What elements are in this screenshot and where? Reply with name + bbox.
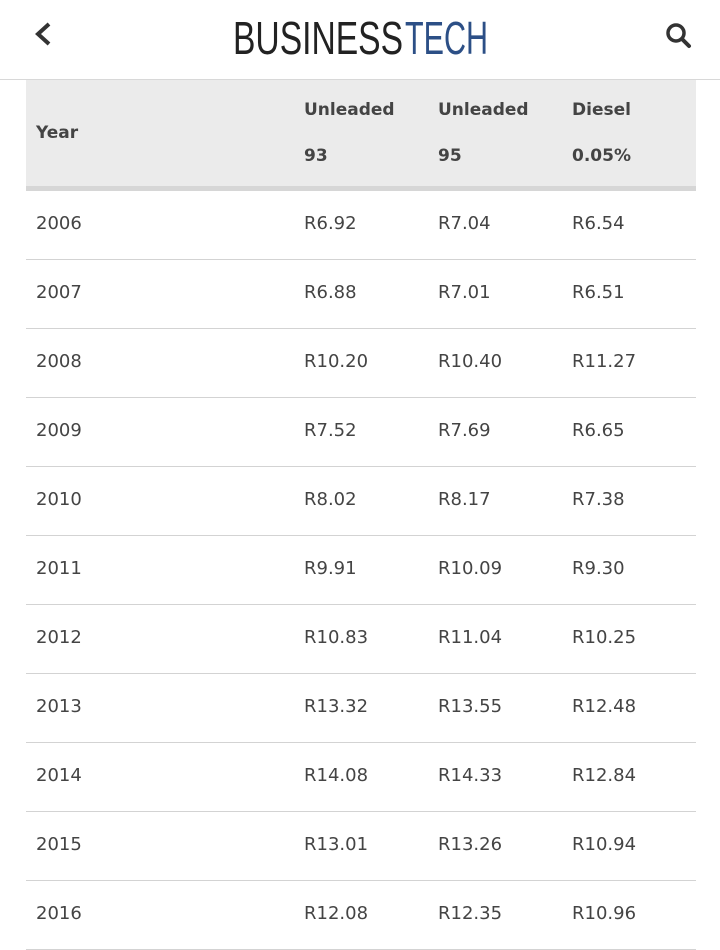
price-cell: R14.33: [438, 765, 503, 786]
table-row: 2013 R13.32 R13.55 R12.48: [26, 674, 696, 743]
table-row: 2015 R13.01 R13.26 R10.94: [26, 812, 696, 881]
top-bar-graphics: BUSINESS TECH: [35, 12, 691, 64]
column-header-line: Year: [36, 123, 79, 143]
year-cell: 2009: [36, 420, 82, 441]
price-cell: R10.40: [438, 351, 503, 372]
price-cell: R8.17: [438, 489, 491, 510]
column-header: Unleaded 93: [304, 87, 395, 179]
year-cell: 2010: [36, 489, 82, 510]
column-header-line: 95: [438, 146, 462, 166]
year-cell: 2011: [36, 558, 82, 579]
price-cell: R12.08: [304, 903, 369, 924]
price-cell: R9.30: [572, 558, 625, 579]
table-row: 2009 R7.52 R7.69 R6.65: [26, 398, 696, 467]
price-cell: R13.26: [438, 834, 503, 855]
column-header: Unleaded 95: [438, 87, 529, 179]
year-cell: 2008: [36, 351, 82, 372]
column-header-line: 0.05%: [572, 146, 631, 166]
price-cell: R13.55: [438, 696, 503, 717]
price-cell: R7.01: [438, 282, 491, 303]
column-header: Year: [36, 110, 78, 156]
price-cell: R10.09: [438, 558, 503, 579]
table-row: 2014 R14.08 R14.33 R12.84: [26, 743, 696, 812]
logo-tech[interactable]: TECH: [405, 12, 488, 64]
table-row: 2012 R10.83 R11.04 R10.25: [26, 605, 696, 674]
price-cell: R10.25: [572, 627, 637, 648]
price-cell: R6.51: [572, 282, 625, 303]
column-header-line: Unleaded: [438, 100, 529, 120]
price-cell: R11.27: [572, 351, 637, 372]
price-cell: R7.04: [438, 213, 491, 234]
top-bar: BUSINESS TECH: [0, 0, 720, 80]
table-row: 2008 R10.20 R10.40 R11.27: [26, 329, 696, 398]
year-cell: 2014: [36, 765, 82, 786]
price-cell: R6.65: [572, 420, 625, 441]
price-cell: R7.38: [572, 489, 625, 510]
price-cell: R12.48: [572, 696, 637, 717]
price-cell: R13.32: [304, 696, 369, 717]
column-header-line: Diesel: [572, 100, 631, 120]
year-cell: 2016: [36, 903, 82, 924]
logo-business[interactable]: BUSINESS: [233, 12, 403, 64]
price-cell: R6.88: [304, 282, 357, 303]
price-cell: R7.52: [304, 420, 357, 441]
year-cell: 2013: [36, 696, 82, 717]
year-cell: 2015: [36, 834, 82, 855]
search-button[interactable]: [666, 23, 691, 48]
year-cell: 2007: [36, 282, 82, 303]
column-header-line: Unleaded: [304, 100, 395, 120]
table-row: 2006 R6.92 R7.04 R6.54: [26, 191, 696, 260]
year-cell: 2012: [36, 627, 82, 648]
price-cell: R8.02: [304, 489, 357, 510]
table-row: 2016 R12.08 R12.35 R10.96: [26, 881, 696, 950]
table-row: 2007 R6.88 R7.01 R6.51: [26, 260, 696, 329]
table-row: 2010 R8.02 R8.17 R7.38: [26, 467, 696, 536]
year-cell: 2006: [36, 213, 82, 234]
column-header-line: 93: [304, 146, 328, 166]
price-cell: R11.04: [438, 627, 503, 648]
back-button[interactable]: [35, 22, 51, 46]
price-cell: R6.54: [572, 213, 625, 234]
price-cell: R14.08: [304, 765, 369, 786]
table-header: Year Unleaded 93 Unleaded 95 Diesel 0.05%: [26, 80, 696, 191]
price-cell: R12.84: [572, 765, 637, 786]
column-header: Diesel 0.05%: [572, 87, 631, 179]
table-row: 2011 R9.91 R10.09 R9.30: [26, 536, 696, 605]
price-table: Year Unleaded 93 Unleaded 95 Diesel 0.05% 2006…: [26, 80, 696, 950]
price-cell: R10.20: [304, 351, 369, 372]
price-cell: R13.01: [304, 834, 369, 855]
price-cell: R9.91: [304, 558, 357, 579]
price-cell: R6.92: [304, 213, 357, 234]
price-cell: R10.94: [572, 834, 637, 855]
price-cell: R12.35: [438, 903, 503, 924]
price-cell: R7.69: [438, 420, 491, 441]
price-cell: R10.96: [572, 903, 637, 924]
price-cell: R10.83: [304, 627, 369, 648]
